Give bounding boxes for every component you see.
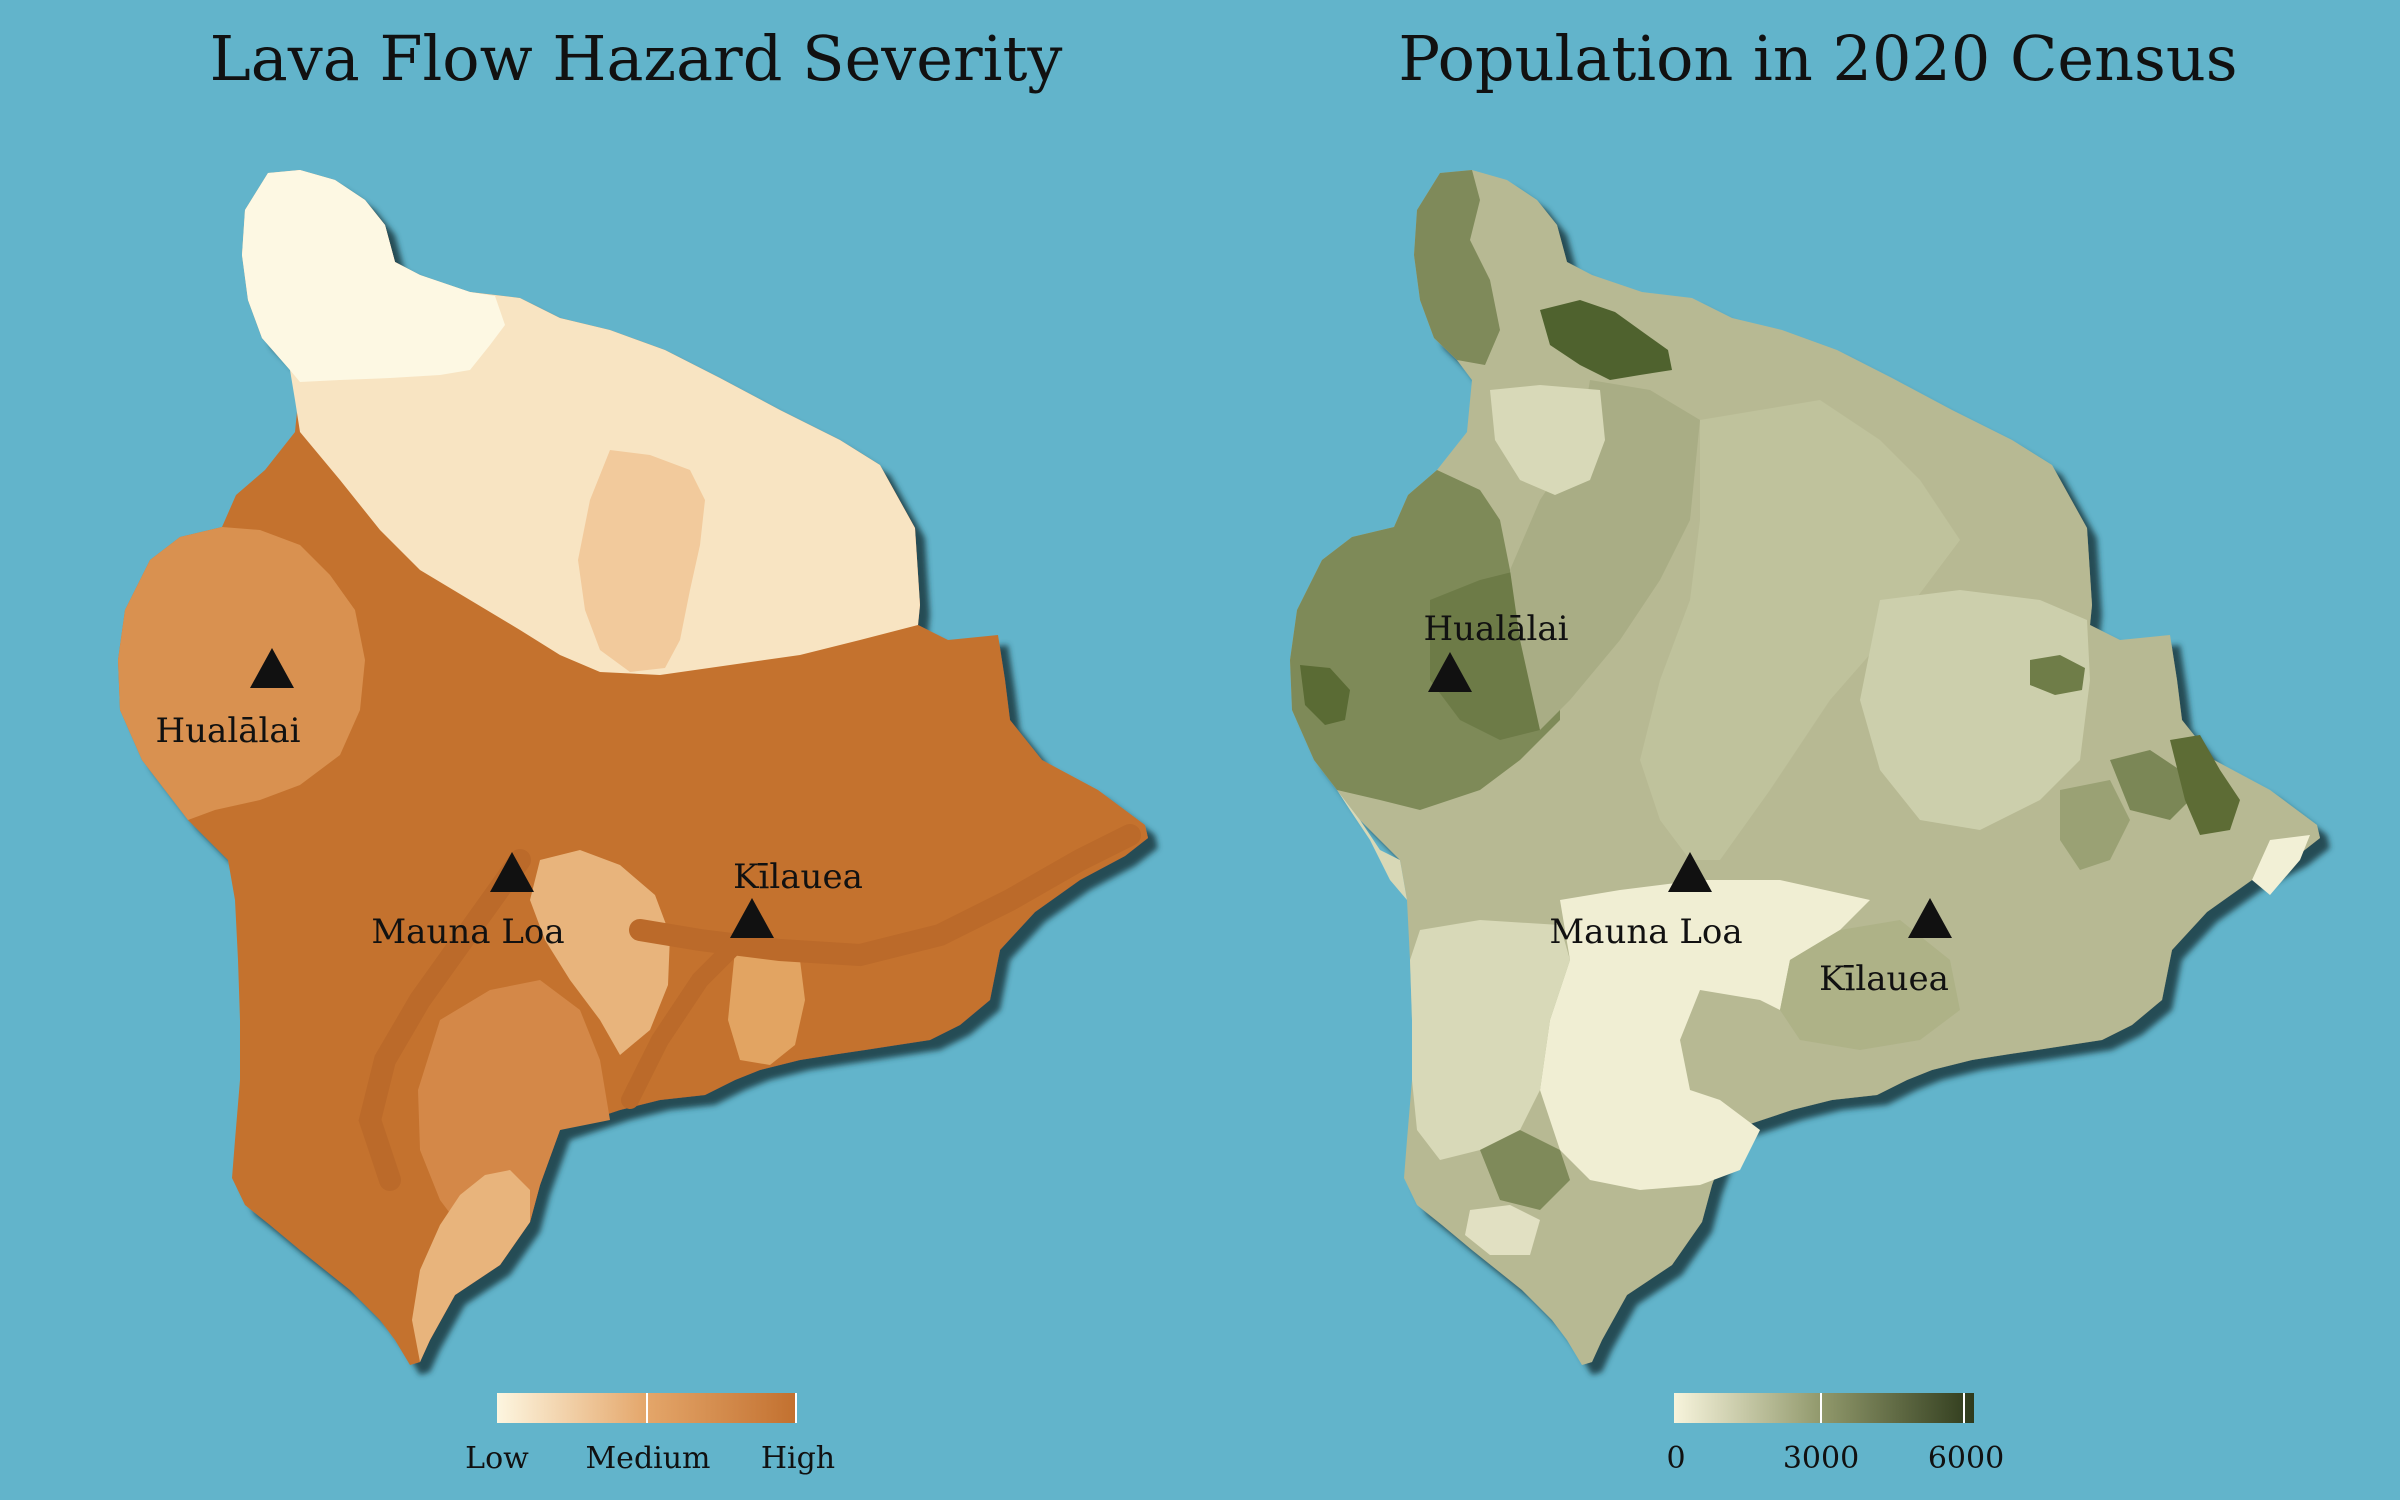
hazard-rift-southwest bbox=[358, 849, 531, 1191]
mauna-loa-label: Mauna Loa bbox=[371, 912, 564, 952]
population-legend-label-3000: 3000 bbox=[1783, 1441, 1859, 1476]
kilauea-label-pop: Kīlauea bbox=[1819, 959, 1949, 999]
population-tract-kapoho bbox=[2252, 835, 2310, 895]
population-tract-mauna-kea bbox=[1510, 380, 1700, 730]
kilauea-triangle-icon bbox=[730, 898, 774, 938]
hazard-legend: Low Medium High bbox=[465, 1393, 835, 1476]
mauna-loa-triangle-icon-pop bbox=[1668, 852, 1712, 892]
hualalai-triangle-icon-pop bbox=[1428, 652, 1472, 692]
population-legend-label-0: 0 bbox=[1666, 1441, 1685, 1476]
hazard-rift-east bbox=[629, 824, 1141, 967]
population-tract-kohala bbox=[1414, 170, 1500, 365]
hazard-zone-saddle bbox=[530, 850, 670, 1055]
population-legend-bar bbox=[1674, 1393, 1974, 1423]
population-tract-waimea bbox=[1540, 300, 1672, 380]
hualalai-label: Hualālai bbox=[156, 711, 301, 751]
hualalai-triangle-icon bbox=[250, 648, 294, 688]
population-tract-puna-dense-2 bbox=[2170, 735, 2240, 835]
population-tract-kau-west bbox=[1410, 920, 1570, 1160]
hazard-map: Hualālai Mauna Loa Kīlauea Low Medium Hi… bbox=[118, 170, 1148, 1476]
population-legend: 0 3000 6000 bbox=[1666, 1393, 2004, 1476]
mauna-loa-label-pop: Mauna Loa bbox=[1549, 912, 1742, 952]
population-tract-west-coast bbox=[1337, 790, 1407, 900]
hualalai-label-pop: Hualālai bbox=[1424, 609, 1569, 649]
mauna-loa-triangle-icon bbox=[490, 852, 534, 892]
population-tract-north-light bbox=[1490, 385, 1605, 495]
population-tract-kailua bbox=[1300, 665, 1350, 725]
hazard-zone-kilauea bbox=[728, 945, 805, 1065]
population-tract-hilo-town bbox=[2030, 655, 2085, 695]
population-tract-mauna-loa bbox=[1540, 880, 1870, 1190]
hazard-legend-label-high: High bbox=[761, 1441, 835, 1476]
hazard-rift-kilauea bbox=[621, 921, 759, 1109]
kilauea-label: Kīlauea bbox=[733, 857, 863, 897]
population-tract-puna-mid bbox=[2060, 780, 2130, 870]
hazard-zone-south-tip bbox=[412, 1170, 530, 1362]
population-tract-south-light bbox=[1465, 1205, 1540, 1255]
hazard-zone-hualalai bbox=[118, 527, 365, 820]
population-tract-puna-dense-1 bbox=[2110, 750, 2190, 820]
hazard-legend-label-medium: Medium bbox=[585, 1441, 710, 1476]
population-tract-ocean-view bbox=[1480, 1130, 1570, 1210]
hazard-legend-label-low: Low bbox=[465, 1441, 529, 1476]
population-legend-label-6000: 6000 bbox=[1928, 1441, 2004, 1476]
hazard-zone-summit bbox=[578, 450, 705, 672]
hazard-map-title: Lava Flow Hazard Severity bbox=[209, 22, 1063, 95]
hazard-zone-kohala bbox=[242, 170, 505, 382]
population-tract-hamakua bbox=[1640, 400, 1960, 860]
population-tract-hilo-upland bbox=[1860, 590, 2090, 830]
population-map: Hualālai Mauna Loa Kīlauea 0 3000 6000 bbox=[1290, 170, 2320, 1476]
population-map-title: Population in 2020 Census bbox=[1398, 22, 2238, 95]
population-tract-volcano bbox=[1780, 920, 1960, 1050]
kilauea-triangle-icon-pop bbox=[1908, 898, 1952, 938]
